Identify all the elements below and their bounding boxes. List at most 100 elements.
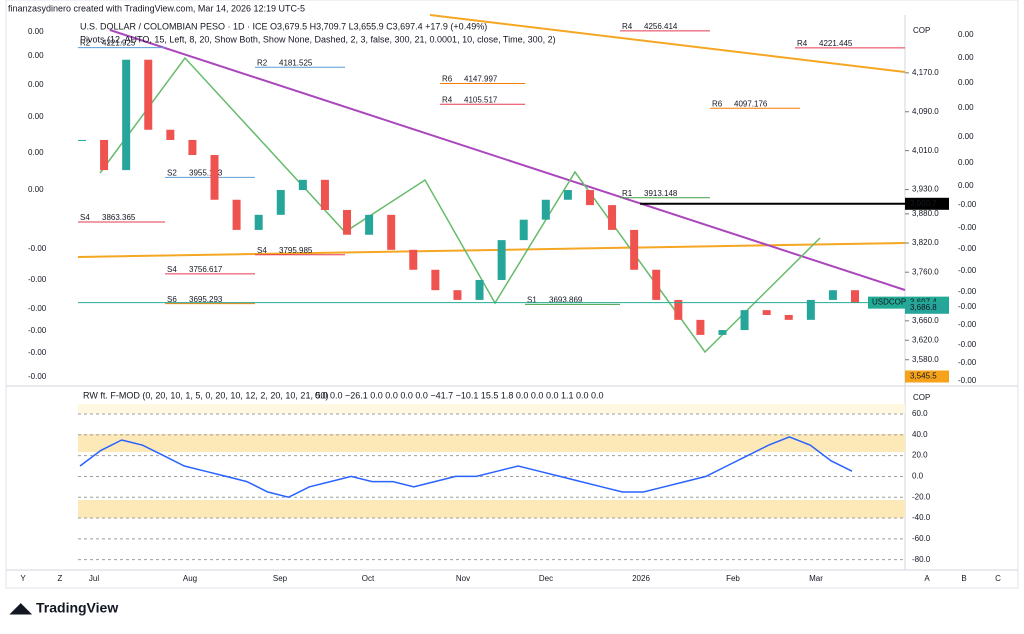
pivot-name: S4 (257, 246, 267, 255)
x-tick-label: Oct (362, 574, 375, 583)
price-label: 3,686.8 (910, 303, 937, 312)
candle (563, 190, 572, 200)
x-tick-label: Jul (89, 574, 99, 583)
candle (298, 179, 307, 191)
x-tick-label: A (924, 574, 930, 583)
y-tick-label: 3,760.0 (912, 267, 939, 276)
right-scale-label: -0.00 (958, 266, 977, 275)
candle (188, 139, 197, 156)
candle (387, 214, 396, 250)
candle (762, 310, 771, 315)
price-label: 3,900.7 (910, 199, 937, 208)
pivot-value: 3795.985 (279, 246, 313, 255)
right-scale-label: -0.00 (958, 287, 977, 296)
pivot-value: 4105.517 (464, 95, 498, 104)
pivot-value: 3756.617 (189, 265, 223, 274)
y-tick-label: 60.0 (912, 409, 928, 418)
right-scale-label: -0.00 (958, 302, 977, 311)
symbol-line: U.S. DOLLAR / COLOMBIAN PESO · 1D · ICE … (80, 21, 487, 31)
candle (696, 319, 705, 335)
currency: COP (913, 26, 930, 35)
candle (828, 290, 837, 300)
indicator-currency: COP (913, 393, 930, 402)
x-tick-label: B (961, 574, 966, 583)
left-scale-label: 0.00 (28, 112, 44, 121)
candle (475, 279, 484, 300)
y-tick-label: 0.0 (912, 472, 924, 481)
x-tick-label: Sep (273, 574, 288, 583)
y-tick-label: 4,090.0 (912, 107, 939, 116)
band (78, 500, 905, 518)
indicator-line (79, 436, 853, 498)
right-scale-label: -0.00 (958, 244, 977, 253)
left-scale-label: 0.00 (28, 51, 44, 60)
x-tick-label: Z (58, 574, 63, 583)
y-tick-label: 40.0 (912, 430, 928, 439)
left-scale-label: 0.00 (28, 148, 44, 157)
candle (674, 299, 683, 320)
logo-mark: ◢◣ (9, 600, 33, 616)
y-tick-label: 3,820.0 (912, 238, 939, 247)
left-scale-label: -0.00 (28, 372, 47, 381)
credit: finanzasydinero created with TradingView… (8, 3, 305, 13)
indicator-readout: 0.0 0.0 −26.1 0.0 0.0 0.0 0.0 −41.7 −10.… (315, 390, 604, 400)
candle (254, 214, 263, 230)
candle (630, 229, 639, 270)
right-scale-label: -0.00 (958, 200, 977, 209)
candle (365, 214, 374, 235)
x-tick-label: Y (20, 574, 26, 583)
pivot-name: S6 (167, 295, 177, 304)
right-scale-label: 0.00 (958, 30, 974, 39)
pivot-value: 4221.445 (819, 39, 853, 48)
pivot-name: S4 (80, 213, 90, 222)
y-tick-label: -80.0 (912, 555, 931, 564)
candle (166, 129, 175, 140)
y-tick-label: 3,580.0 (912, 355, 939, 364)
candle (851, 290, 859, 303)
candle (541, 199, 550, 220)
right-scale-label: -0.00 (958, 376, 977, 385)
x-tick-label: Feb (726, 574, 740, 583)
candle (453, 290, 462, 300)
right-scale-label: 0.00 (958, 132, 974, 141)
left-scale-label: -0.00 (28, 348, 47, 357)
pivot-name: S2 (167, 168, 177, 177)
zigzag (99, 56, 821, 354)
right-scale-label: 0.00 (958, 158, 974, 167)
pivot-value: 3695.293 (189, 295, 223, 304)
right-scale-label: -0.00 (958, 320, 977, 329)
candle (78, 139, 86, 141)
candle (806, 299, 815, 320)
right-scale-label: 0.00 (958, 78, 974, 87)
y-tick-label: 3,930.0 (912, 185, 939, 194)
price-label-box (905, 301, 949, 314)
right-scale-label: 0.00 (958, 53, 974, 62)
pivot-value: 3693.869 (549, 295, 583, 304)
right-scale-label: 0.00 (958, 103, 974, 112)
band (78, 434, 905, 452)
right-scale-label: -0.00 (958, 358, 977, 367)
y-tick-label: 4,010.0 (912, 146, 939, 155)
pivot-name: S4 (167, 265, 177, 274)
x-tick-label: Nov (456, 574, 470, 583)
y-tick-label: 3,620.0 (912, 335, 939, 344)
candle (122, 59, 131, 171)
candle (343, 209, 352, 235)
trend-line (429, 14, 906, 73)
left-scale-label: 0.00 (28, 185, 44, 194)
pivots-line: Pivots (12, AUTO, 15, Left, 8, 20, Show … (80, 34, 556, 44)
candle (519, 219, 528, 241)
frame (5, 0, 1019, 589)
pivot-name: R6 (442, 75, 453, 84)
candle (320, 179, 329, 210)
y-tick-label: -60.0 (912, 534, 931, 543)
candle (431, 269, 440, 291)
candle (608, 205, 617, 230)
symbol-tag-box (868, 296, 905, 309)
trend-line (109, 29, 906, 291)
candle (100, 139, 109, 171)
pivot-value: 3913.148 (644, 189, 678, 198)
candle (784, 314, 793, 320)
